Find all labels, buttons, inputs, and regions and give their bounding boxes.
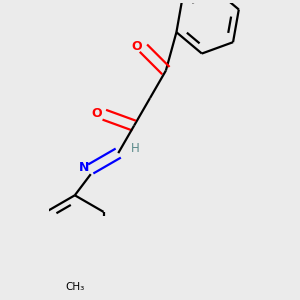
Text: H: H: [131, 142, 140, 155]
Text: CH₃: CH₃: [65, 282, 84, 292]
Text: O: O: [92, 107, 102, 120]
Text: O: O: [131, 40, 142, 53]
Text: N: N: [79, 161, 90, 174]
